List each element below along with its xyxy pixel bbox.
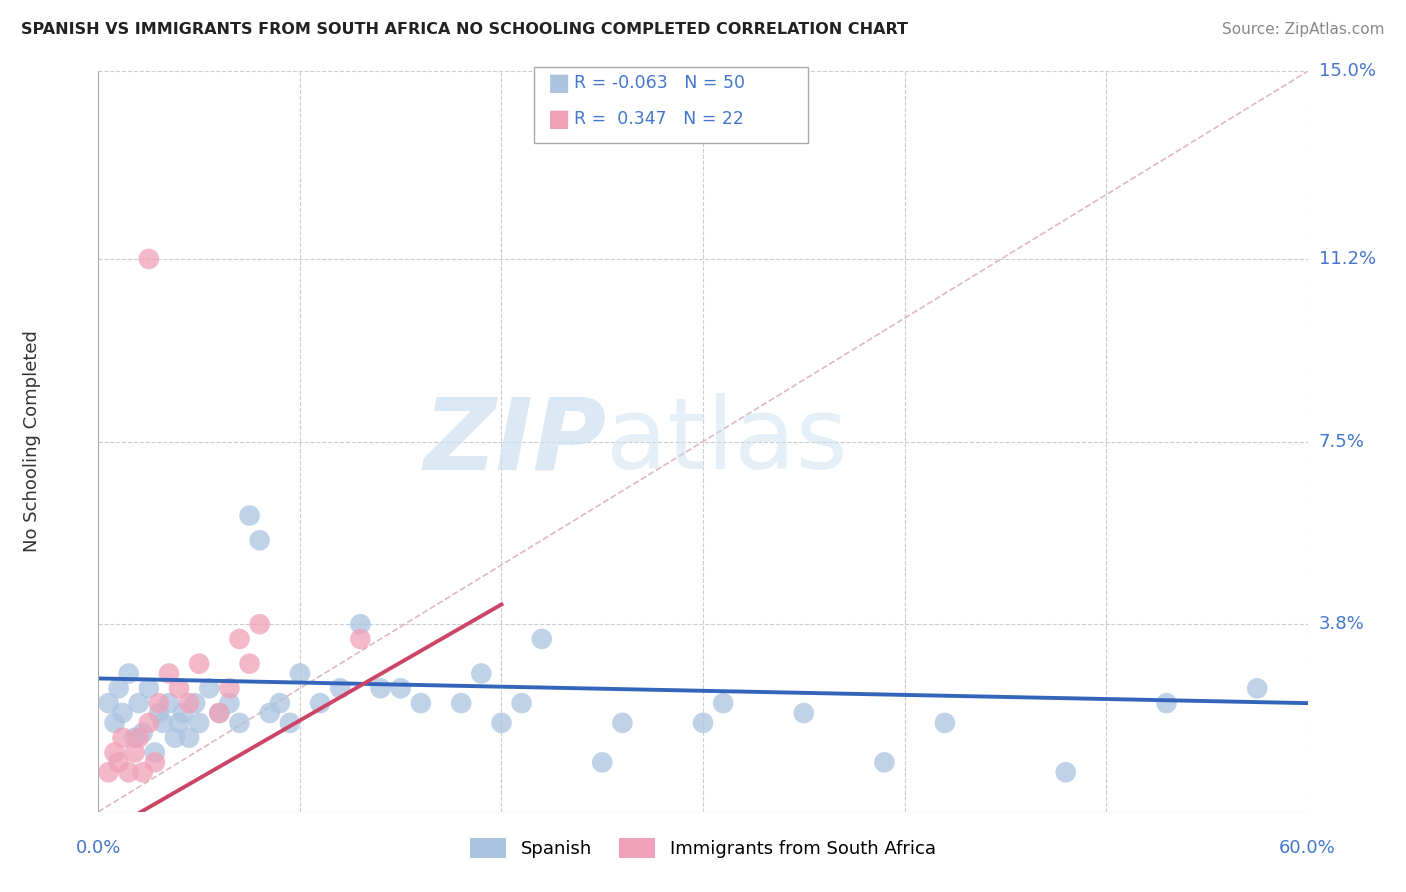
Point — [349, 617, 371, 632]
Point — [148, 696, 170, 710]
Point — [157, 696, 180, 710]
Point — [470, 666, 492, 681]
Text: atlas: atlas — [606, 393, 848, 490]
Text: No Schooling Completed: No Schooling Completed — [22, 331, 41, 552]
Point — [711, 696, 734, 710]
Point — [793, 706, 815, 720]
Point — [218, 681, 240, 696]
Point — [278, 715, 301, 730]
Point — [1156, 696, 1178, 710]
Point — [124, 731, 146, 745]
Point — [873, 756, 896, 770]
Point — [163, 731, 186, 745]
Point — [132, 725, 155, 739]
Text: R = -0.063   N = 50: R = -0.063 N = 50 — [574, 74, 745, 92]
Text: Source: ZipAtlas.com: Source: ZipAtlas.com — [1222, 22, 1385, 37]
Point — [288, 666, 311, 681]
Point — [349, 632, 371, 646]
Point — [167, 715, 190, 730]
Point — [239, 508, 262, 523]
Point — [530, 632, 553, 646]
Point — [1054, 765, 1077, 780]
Point — [184, 696, 207, 710]
Point — [491, 715, 513, 730]
Point — [111, 706, 134, 720]
Point — [111, 731, 134, 745]
Point — [692, 715, 714, 730]
Point — [179, 731, 201, 745]
Point — [1246, 681, 1268, 696]
Point — [107, 756, 129, 770]
Point — [249, 533, 271, 548]
Point — [249, 617, 271, 632]
Point — [138, 252, 160, 266]
Point — [138, 681, 160, 696]
Point — [188, 657, 211, 671]
Point — [208, 706, 231, 720]
Point — [259, 706, 281, 720]
Point — [409, 696, 432, 710]
Point — [510, 696, 533, 710]
Text: R =  0.347   N = 22: R = 0.347 N = 22 — [574, 110, 744, 128]
Legend: Spanish, Immigrants from South Africa: Spanish, Immigrants from South Africa — [463, 830, 943, 865]
Text: 7.5%: 7.5% — [1319, 433, 1365, 450]
Text: ■: ■ — [548, 107, 571, 130]
Point — [198, 681, 221, 696]
Point — [148, 706, 170, 720]
Point — [103, 715, 125, 730]
Point — [179, 696, 201, 710]
Point — [97, 765, 120, 780]
Point — [269, 696, 291, 710]
Point — [228, 632, 250, 646]
Point — [97, 696, 120, 710]
Point — [329, 681, 352, 696]
Point — [591, 756, 613, 770]
Point — [167, 681, 190, 696]
Text: SPANISH VS IMMIGRANTS FROM SOUTH AFRICA NO SCHOOLING COMPLETED CORRELATION CHART: SPANISH VS IMMIGRANTS FROM SOUTH AFRICA … — [21, 22, 908, 37]
Point — [118, 765, 141, 780]
Point — [107, 681, 129, 696]
Point — [103, 746, 125, 760]
Point — [228, 715, 250, 730]
Point — [143, 756, 166, 770]
Text: ZIP: ZIP — [423, 393, 606, 490]
Point — [239, 657, 262, 671]
Text: 60.0%: 60.0% — [1279, 839, 1336, 857]
Text: 3.8%: 3.8% — [1319, 615, 1364, 633]
Point — [152, 715, 174, 730]
Text: 0.0%: 0.0% — [76, 839, 121, 857]
Point — [309, 696, 332, 710]
Point — [218, 696, 240, 710]
Point — [157, 666, 180, 681]
Point — [450, 696, 472, 710]
Point — [128, 696, 150, 710]
Text: 11.2%: 11.2% — [1319, 250, 1376, 268]
Point — [128, 731, 150, 745]
Point — [118, 666, 141, 681]
Point — [612, 715, 634, 730]
Point — [389, 681, 412, 696]
Point — [138, 715, 160, 730]
Text: ■: ■ — [548, 71, 571, 95]
Point — [934, 715, 956, 730]
Point — [124, 746, 146, 760]
Point — [370, 681, 392, 696]
Point — [172, 706, 194, 720]
Point — [208, 706, 231, 720]
Point — [143, 746, 166, 760]
Point — [188, 715, 211, 730]
Text: 15.0%: 15.0% — [1319, 62, 1375, 80]
Point — [132, 765, 155, 780]
